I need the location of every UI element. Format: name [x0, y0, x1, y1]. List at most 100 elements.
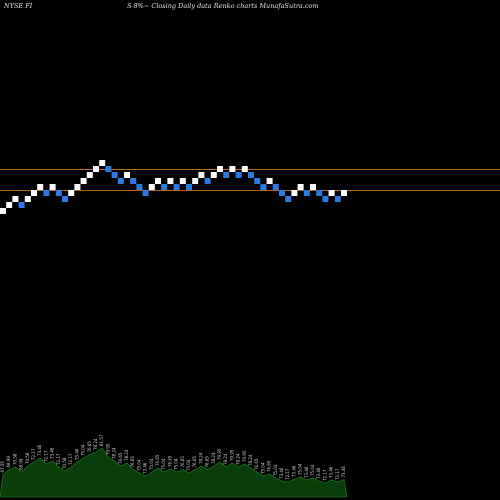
brick-value-label: 72.17	[43, 450, 48, 462]
brick-value-label: 79.95	[105, 443, 110, 455]
down-brick	[316, 190, 323, 196]
brick-value-label: 67.55	[0, 461, 5, 473]
brick-value-label: 75.04	[310, 464, 315, 476]
up-brick	[229, 166, 236, 172]
brick-value-label: 73.46	[341, 466, 346, 478]
brick-value-label: 79.95	[229, 449, 234, 461]
down-brick	[204, 178, 211, 184]
up-brick	[192, 178, 199, 184]
up-brick	[328, 190, 335, 196]
down-brick	[130, 178, 137, 184]
brick-value-label: 75.04	[81, 444, 86, 456]
brick-value-label: 76.65	[87, 441, 92, 453]
brick-value-label: 78.24	[223, 453, 228, 465]
brick-value-label: 73.46	[329, 466, 334, 478]
up-brick	[80, 178, 87, 184]
down-brick	[186, 184, 192, 190]
brick-value-label: 75.04	[149, 458, 154, 470]
up-brick	[12, 196, 19, 202]
chart-caption: S 8%~ Closing Daily data Renko charts Mu…	[127, 2, 319, 10]
up-brick	[148, 184, 155, 190]
volume-area	[0, 447, 348, 498]
down-brick	[62, 196, 68, 202]
brick-value-label: 78.24	[211, 452, 216, 464]
brick-value-label: 73.46	[143, 462, 148, 474]
brick-value-label: 72.17	[56, 453, 61, 465]
brick-value-label: 79.95	[217, 448, 222, 460]
brick-value-label: 70.58	[12, 453, 17, 465]
down-brick	[334, 196, 341, 202]
brick-value-label: 78.24	[93, 438, 98, 450]
brick-value-label: 76.65	[130, 456, 135, 468]
brick-value-label: 78.24	[112, 447, 117, 459]
up-brick	[68, 190, 75, 196]
up-brick	[310, 184, 316, 190]
chart-ticker: NYSE FI	[4, 2, 33, 10]
brick-value-label: 75.04	[186, 459, 191, 471]
up-brick	[37, 184, 44, 190]
up-brick	[341, 190, 347, 196]
up-brick	[99, 160, 106, 166]
brick-value-label: 73.46	[279, 467, 284, 479]
brick-value-label: 76.65	[254, 458, 259, 470]
brick-value-label: 75.04	[298, 463, 303, 475]
up-brick	[291, 190, 298, 196]
up-brick	[74, 184, 81, 190]
down-brick	[55, 190, 62, 196]
up-brick	[6, 202, 13, 208]
down-brick	[248, 172, 254, 178]
brick-value-label: 70.58	[62, 457, 67, 469]
brick-value-label: 75.04	[260, 462, 265, 474]
up-brick	[198, 172, 205, 178]
brick-value-label: 72.17	[335, 468, 340, 480]
brick-value-label: 68.99	[6, 456, 11, 468]
up-brick	[241, 166, 248, 172]
down-brick	[43, 190, 50, 196]
renko-bricks	[0, 160, 347, 214]
down-brick	[235, 172, 242, 178]
down-brick	[18, 202, 25, 208]
brick-value-label: 70.58	[25, 452, 30, 464]
down-brick	[260, 184, 267, 190]
down-brick	[173, 184, 180, 190]
up-brick	[49, 184, 56, 190]
down-brick	[105, 166, 112, 172]
brick-value-label: 76.65	[192, 456, 197, 468]
down-brick	[111, 172, 118, 178]
brick-value-label: 76.65	[267, 460, 272, 472]
up-brick	[297, 184, 304, 190]
down-brick	[272, 184, 279, 190]
down-brick	[223, 172, 230, 178]
up-brick	[217, 166, 223, 172]
brick-value-label: 78.24	[236, 453, 241, 465]
up-brick	[93, 166, 99, 172]
brick-value-label: 72.17	[68, 453, 73, 465]
up-brick	[179, 178, 186, 184]
brick-value-label: 73.46	[50, 447, 55, 459]
brick-value-label: 73.46	[74, 448, 79, 460]
down-brick	[142, 190, 149, 196]
brick-value-label: 76.65	[205, 456, 210, 468]
brick-value-label: 73.46	[316, 467, 321, 479]
brick-value-label: 78.24	[248, 454, 253, 466]
brick-value-label: 76.65	[167, 455, 172, 467]
brick-value-label: 78.24	[124, 449, 129, 461]
brick-value-label: 76.65	[155, 454, 160, 466]
up-brick	[124, 172, 130, 178]
brick-value-label: 73.46	[37, 444, 42, 456]
brick-value-label: 73.46	[304, 466, 309, 478]
brick-value-label: 72.17	[285, 468, 290, 480]
up-brick	[167, 178, 174, 184]
brick-value-label: 79.95	[242, 450, 247, 462]
brick-value-label: 81.57	[99, 434, 104, 446]
brick-value-label: 75.04	[174, 458, 179, 470]
brick-value-label: 68.99	[19, 458, 24, 470]
brick-value-label: 78.24	[198, 452, 203, 464]
down-brick	[303, 190, 310, 196]
brick-value-label: 75.04	[273, 464, 278, 476]
down-brick	[136, 184, 143, 190]
up-brick	[86, 172, 93, 178]
down-brick	[279, 190, 285, 196]
